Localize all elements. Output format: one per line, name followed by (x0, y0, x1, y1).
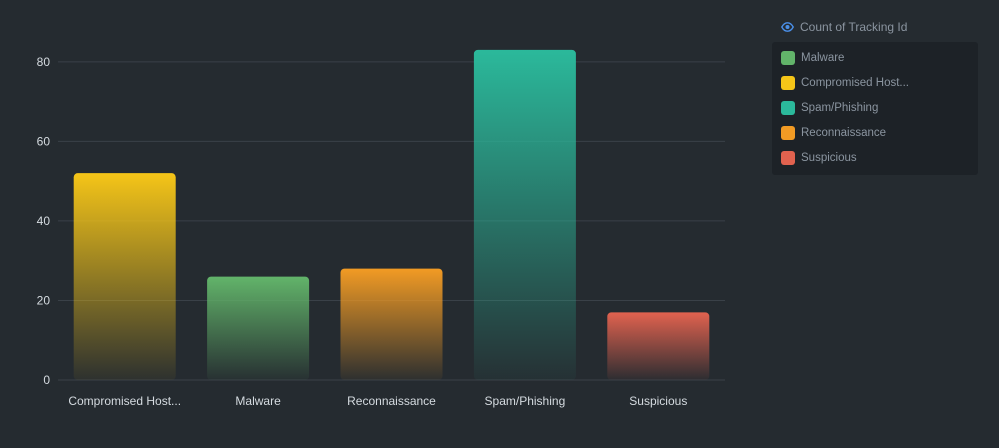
x-axis: Compromised Host... Malware Reconnaissance… (68, 394, 687, 408)
x-tick-label: Suspicious (629, 394, 687, 408)
legend-swatch (781, 126, 795, 140)
y-tick-label: 60 (37, 134, 51, 148)
y-axis: 0 20 40 60 80 (37, 55, 51, 387)
bar-compromised-host[interactable] (73, 173, 176, 380)
bar-chart: 0 20 40 60 80 Compromised Host... Malware Reco… (37, 49, 725, 408)
bar-spam-phishing[interactable] (473, 49, 576, 381)
legend-title: Count of Tracking Id (800, 20, 908, 34)
x-tick-label: Reconnaissance (347, 394, 436, 408)
legend-item-label: Spam/Phishing (801, 102, 879, 114)
legend-swatch (781, 51, 795, 65)
legend-item-malware[interactable]: Malware (781, 50, 844, 66)
legend-item-spam-phishing[interactable]: Spam/Phishing (781, 100, 878, 116)
legend-item-compromised-host[interactable]: Compromised Host... (781, 75, 909, 91)
bar-reconnaissance[interactable] (340, 268, 443, 380)
x-tick-label: Compromised Host... (68, 394, 181, 408)
legend: Malware Compromised Host... Spam/Phishin… (772, 42, 978, 175)
bars (73, 49, 710, 381)
bar-suspicious[interactable] (607, 312, 710, 380)
legend-header: Count of Tracking Id (781, 20, 907, 34)
y-tick-label: 80 (37, 55, 51, 69)
legend-swatch (781, 76, 795, 90)
y-tick-label: 20 (37, 293, 51, 307)
legend-item-label: Compromised Host... (801, 77, 910, 89)
eye-icon (781, 22, 794, 32)
y-tick-label: 40 (37, 214, 51, 228)
legend-item-label: Suspicious (801, 152, 857, 164)
x-tick-label: Malware (235, 394, 281, 408)
legend-item-reconnaissance[interactable]: Reconnaissance (781, 125, 886, 141)
y-tick-label: 0 (43, 373, 50, 387)
bar-malware[interactable] (207, 276, 310, 380)
legend-item-label: Reconnaissance (801, 127, 887, 139)
legend-swatch (781, 101, 795, 115)
legend-swatch (781, 151, 795, 165)
x-tick-label: Spam/Phishing (485, 394, 566, 408)
legend-item-suspicious[interactable]: Suspicious (781, 150, 857, 166)
legend-item-label: Malware (801, 52, 845, 64)
